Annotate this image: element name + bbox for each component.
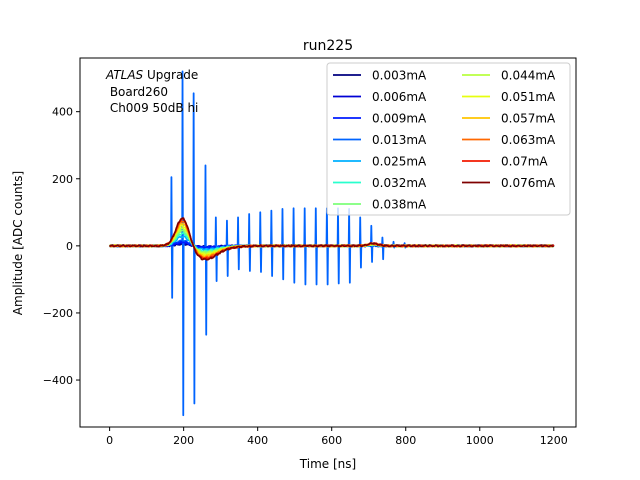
- atlas-italic-label: ATLAS: [105, 68, 144, 82]
- legend-frame: [326, 62, 571, 216]
- y-tick-label: 200: [52, 173, 73, 186]
- legend-label: 0.076mA: [501, 176, 556, 190]
- legend: 0.003mA 0.006mA 0.009mA 0.013mA 0.025mA 0.032…: [326, 62, 571, 216]
- x-tick-label: 400: [247, 434, 268, 447]
- atlas-upgrade-label: Upgrade: [143, 68, 198, 82]
- plot-frame: [79, 57, 577, 428]
- x-tick-label: 800: [395, 434, 416, 447]
- legend-label: 0.006mA: [372, 90, 427, 104]
- y-tick-label: 0: [66, 240, 73, 253]
- chart-title: run225: [303, 38, 353, 54]
- legend-label: 0.025mA: [372, 155, 427, 169]
- x-tick-label: 200: [173, 434, 194, 447]
- x-axis-label: Time [ns]: [299, 457, 356, 471]
- legend-label: 0.051mA: [501, 90, 556, 104]
- legend-label: 0.07mA: [501, 155, 548, 169]
- atlas-annotation: ATLAS Upgrade Board260 Ch009 50dB hi: [105, 68, 198, 115]
- legend-label: 0.032mA: [372, 176, 427, 190]
- x-tick-label: 0: [106, 434, 113, 447]
- legend-label: 0.003mA: [372, 69, 427, 83]
- y-axis-label: Amplitude [ADC counts]: [11, 171, 25, 315]
- board-label: Board260: [106, 85, 168, 99]
- x-tick-label: 1000: [466, 434, 494, 447]
- plot-area: [108, 70, 555, 417]
- legend-label: 0.038mA: [372, 198, 427, 212]
- x-tick-label: 600: [321, 434, 342, 447]
- legend-label: 0.013mA: [372, 133, 427, 147]
- series-layer: [108, 70, 555, 417]
- channel-label: Ch009 50dB hi: [106, 101, 198, 115]
- y-axis: −400 −200 0 200 400: [43, 106, 80, 387]
- x-axis: 0 200 400 600 800 1000 1200: [106, 427, 568, 447]
- legend-label: 0.063mA: [501, 133, 556, 147]
- y-tick-label: −400: [43, 374, 73, 387]
- y-tick-label: 400: [52, 106, 73, 119]
- legend-label: 0.009mA: [372, 112, 427, 126]
- svg-text:ATLAS Upgrade: ATLAS Upgrade: [105, 68, 198, 82]
- x-tick-label: 1200: [540, 434, 568, 447]
- legend-label: 0.044mA: [501, 69, 556, 83]
- series-line: [108, 217, 554, 261]
- y-tick-label: −200: [43, 307, 73, 320]
- legend-label: 0.057mA: [501, 112, 556, 126]
